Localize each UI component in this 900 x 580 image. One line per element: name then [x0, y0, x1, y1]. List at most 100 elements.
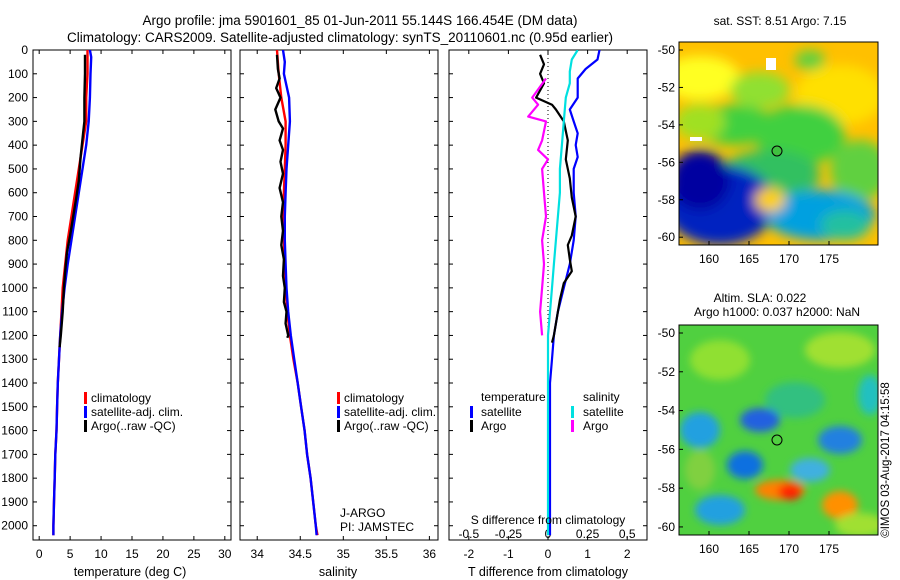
depth-tick-label: 500: [8, 162, 28, 176]
x-tick-label: 25: [187, 547, 201, 561]
sst-map-landmask: [766, 58, 776, 70]
sst-map: [679, 42, 878, 245]
map-y-tick-label: -50: [658, 43, 676, 57]
legend-swatch-argo: [337, 420, 340, 432]
depth-tick-label: 1900: [1, 495, 28, 509]
legend-label-s-argo: Argo: [583, 419, 609, 433]
x-tick-label: 34: [251, 547, 265, 561]
legend-swatch-argo: [84, 420, 87, 432]
sst-map-landmask: [690, 137, 702, 141]
legend-swatch-t-argo: [470, 420, 473, 432]
salinity-panel-frame: [239, 49, 439, 541]
legend-label-t-satellite: satellite: [481, 405, 522, 419]
depth-tick-label: 1200: [1, 328, 28, 342]
legend-group-temperature: temperature: [481, 390, 546, 404]
x-tick-label: 0: [36, 547, 43, 561]
depth-tick-label: 800: [8, 233, 28, 247]
series-line-temperature-satellite: [548, 50, 601, 536]
temperature-series: [52, 50, 93, 536]
depth-tick-label: 1700: [1, 447, 28, 461]
difference-x-axis: -2 -1 0 1 2-0.5 -0.25 0 0.25 0.5: [458, 50, 636, 561]
x-tick-label: -2: [463, 547, 474, 561]
x-tick-label: 15: [125, 547, 139, 561]
sst-map-argo-marker: [771, 145, 783, 157]
legend-swatch-satellite: [84, 406, 87, 418]
s-diff-tick-label: 0.5: [619, 527, 636, 541]
map-y-tick-label: -56: [658, 155, 676, 169]
map-x-tick-label: 170: [779, 252, 799, 266]
map-y-tick-label: -58: [658, 193, 676, 207]
series-line-salinity-satellite: [546, 50, 579, 536]
map-x-tick-label: 175: [819, 252, 839, 266]
depth-tick-label: 1500: [1, 400, 28, 414]
salinity-legend: climatology satellite-adj. clim. Argo(..…: [337, 391, 436, 433]
depth-tick-label: 600: [8, 186, 28, 200]
header-line-1: Argo profile: jma 5901601_85 01-Jun-2011…: [142, 13, 577, 28]
legend-swatch-climatology: [337, 392, 340, 404]
s-diff-tick-label: -0.25: [495, 527, 523, 541]
legend-label-argo: Argo(..raw -QC): [344, 419, 429, 433]
x-tick-label: 35: [337, 547, 351, 561]
map-x-tick-label: 160: [699, 542, 719, 556]
sst-map-title: sat. SST: 8.51 Argo: 7.15: [714, 14, 847, 28]
map-x-tick-label: 160: [699, 252, 719, 266]
sla-map-axes: 160 165 170 175 -50 -52 -54 -56 -58 -60: [658, 326, 840, 556]
map-y-tick-label: -54: [658, 118, 676, 132]
pi-annotation: PI: JAMSTEC: [340, 520, 414, 534]
sst-map-axes: 160 165 170 175 -50 -52 -54 -56 -58 -60: [658, 43, 840, 266]
legend-swatch-t-satellite: [470, 406, 473, 418]
x-tick-label: 5: [67, 547, 74, 561]
legend-swatch-climatology: [84, 392, 87, 404]
depth-tick-label: 700: [8, 210, 28, 224]
series-line-climatology: [52, 50, 89, 536]
s-diff-tick-label: -0.5: [458, 527, 479, 541]
depth-tick-label: 1400: [1, 376, 28, 390]
t-difference-axis-label: T difference from climatology: [468, 565, 629, 579]
x-tick-label: 10: [94, 547, 108, 561]
map-x-tick-label: 165: [739, 542, 759, 556]
series-line-salinity-argo: [527, 77, 550, 336]
legend-label-t-argo: Argo: [481, 419, 507, 433]
map-y-tick-label: -54: [658, 404, 676, 418]
x-tick-label: 34.5: [289, 547, 313, 561]
series-line-temperature-argo: [534, 54, 577, 343]
legend-label-satellite: satellite-adj. clim.: [344, 405, 436, 419]
s-diff-tick-label: 0.25: [576, 527, 600, 541]
depth-tick-label: 2000: [1, 519, 28, 533]
depth-tick-label: 100: [8, 67, 28, 81]
sst-map-frame: [678, 41, 879, 246]
header-line-2: Climatology: CARS2009. Satellite-adjuste…: [67, 30, 613, 45]
difference-legend: temperature satellite Argo salinity sate…: [470, 390, 624, 433]
legend-label-climatology: climatology: [91, 391, 151, 405]
sla-map-argo-marker: [771, 434, 783, 446]
temperature-legend: climatology satellite-adj. clim. Argo(..…: [84, 391, 183, 433]
depth-tick-label: 1100: [2, 305, 28, 319]
x-tick-label: 2: [624, 547, 631, 561]
salinity-series: [274, 50, 319, 536]
depth-tick-label: 200: [8, 91, 28, 105]
depth-tick-label: 1000: [1, 281, 28, 295]
credit-text: ©IMOS 03-Aug-2017 04:15:58: [880, 382, 892, 538]
depth-tick-label: 400: [8, 138, 28, 152]
legend-label-satellite: satellite-adj. clim.: [91, 405, 183, 419]
legend-group-salinity: salinity: [583, 390, 620, 404]
s-difference-axis-label: S difference from climatology: [471, 513, 626, 527]
difference-series: [527, 50, 601, 536]
depth-tick-label: 300: [8, 114, 28, 128]
depth-axis: 0 100 200 300 400 500 600 700 800 900 1000 1100 1200…: [1, 43, 647, 533]
sla-map-title-1: Altim. SLA: 0.022: [714, 291, 807, 305]
depth-tick-label: 0: [21, 43, 28, 57]
series-line-climatology: [275, 50, 319, 536]
temperature-axis-label: temperature (deg C): [74, 565, 187, 579]
legend-label-s-satellite: satellite: [583, 405, 624, 419]
map-x-tick-label: 165: [739, 252, 759, 266]
depth-tick-label: 1300: [1, 352, 28, 366]
map-y-tick-label: -56: [658, 442, 676, 456]
x-tick-label: 30: [218, 547, 232, 561]
salinity-axis-label: salinity: [319, 565, 358, 579]
depth-tick-label: 1800: [1, 471, 28, 485]
map-y-tick-label: -52: [658, 365, 676, 379]
map-y-tick-label: -60: [658, 520, 676, 534]
legend-label-argo: Argo(..raw -QC): [91, 419, 176, 433]
